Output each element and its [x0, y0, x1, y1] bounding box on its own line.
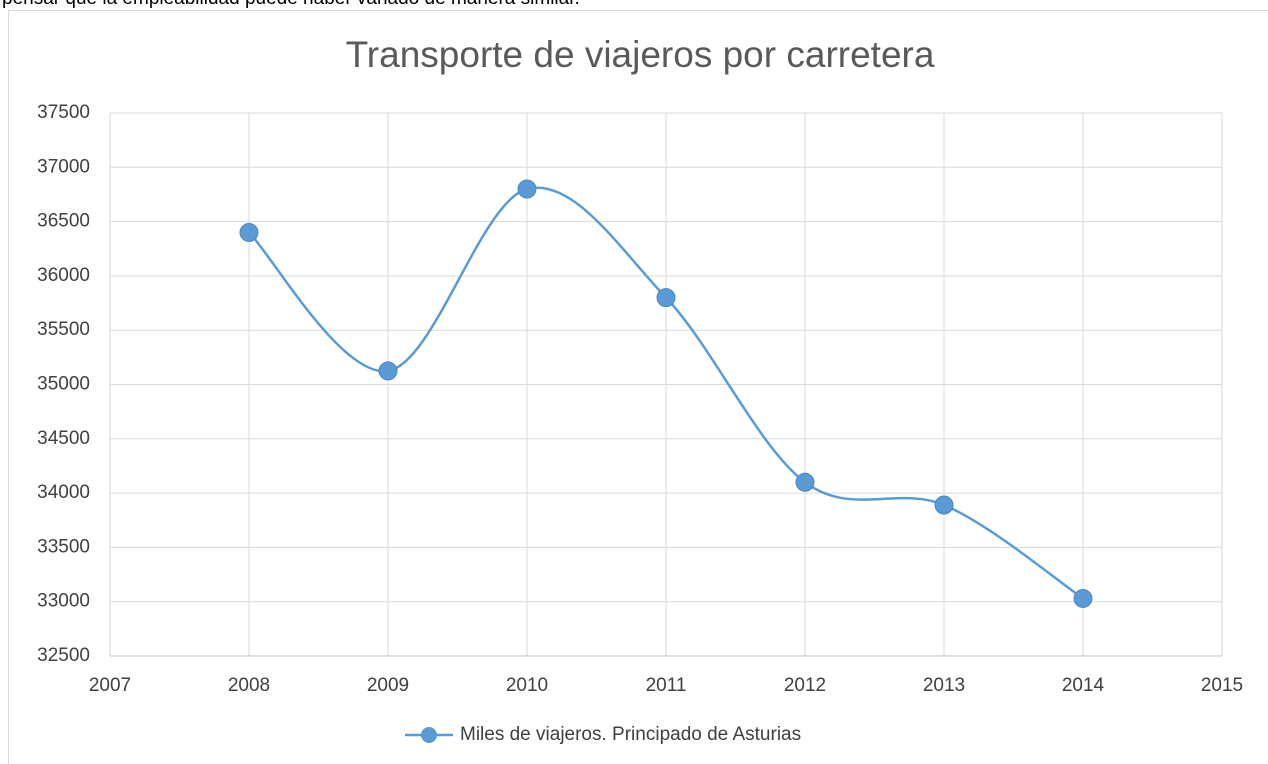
x-tick-label: 2011 [646, 675, 687, 696]
legend-label: Miles de viajeros. Principado de Asturia… [460, 724, 801, 745]
data-point [656, 288, 676, 308]
x-tick-label: 2007 [89, 675, 131, 696]
x-tick-label: 2015 [1201, 675, 1243, 696]
y-tick-label: 33000 [37, 591, 90, 612]
y-tick-label: 37000 [37, 156, 90, 177]
chart-frame [8, 10, 1268, 764]
y-tick-label: 34500 [37, 428, 90, 449]
y-tick-label: 37500 [37, 102, 90, 123]
data-point [517, 179, 537, 199]
y-tick-label: 33500 [37, 536, 90, 557]
x-tick-label: 2013 [923, 675, 965, 696]
legend-marker [421, 727, 437, 743]
y-tick-label: 36000 [37, 265, 90, 286]
data-point [934, 495, 954, 515]
x-tick-label: 2014 [1062, 675, 1105, 696]
data-point [795, 472, 815, 492]
y-tick-label: 34000 [37, 482, 90, 503]
x-tick-label: 2009 [367, 675, 409, 696]
data-point [378, 361, 398, 381]
x-tick-label: 2010 [506, 675, 548, 696]
y-tick-label: 35500 [37, 319, 90, 340]
data-point [1073, 588, 1093, 608]
y-tick-label: 32500 [37, 645, 90, 666]
y-tick-label: 36500 [37, 211, 90, 232]
body-text: pensar que la empleabilidad puede haber … [2, 0, 580, 9]
data-point [239, 222, 259, 242]
y-tick-label: 35000 [37, 374, 90, 395]
chart-title: Transporte de viajeros por carretera [346, 34, 935, 75]
x-tick-label: 2008 [228, 675, 270, 696]
x-tick-label: 2012 [784, 675, 826, 696]
